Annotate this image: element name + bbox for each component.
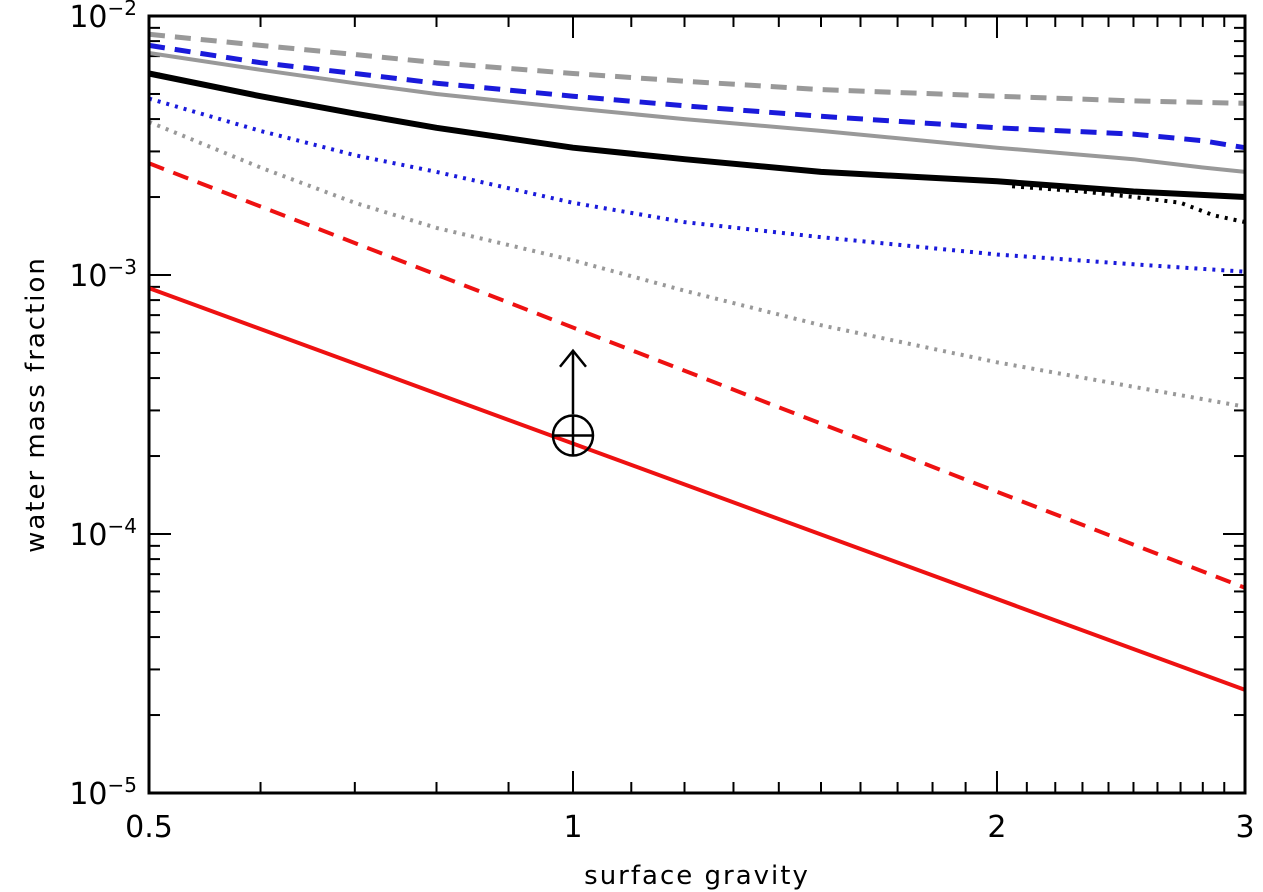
y-axis-title: water mass fraction: [21, 256, 51, 553]
x-tick-label: 0.5: [125, 810, 173, 845]
up-arrow-icon: [559, 348, 587, 415]
tick-labels-layer: 0.5 1 2 3 10−5 10−4 10−3 10−2: [69, 0, 1254, 845]
series-line-9: [148, 286, 1246, 692]
y-tick-label: 10−4: [69, 514, 137, 553]
series-line-8: [148, 161, 1246, 590]
series-line-2: [148, 42, 1246, 151]
ticks-layer: [148, 15, 1246, 794]
x-axis-title: surface gravity: [584, 861, 810, 891]
series-line-5: [1011, 184, 1246, 225]
series-line-7: [148, 120, 1246, 409]
series-line-6: [148, 96, 1246, 274]
x-tick-label: 3: [1235, 810, 1254, 845]
x-tick-label: 2: [987, 810, 1006, 845]
y-tick-label: 10−3: [69, 255, 137, 294]
x-tick-label: 1: [563, 810, 582, 845]
y-tick-label: 10−2: [69, 0, 137, 35]
annotation-layer: [551, 348, 595, 457]
series-line-1: [148, 31, 1246, 106]
plot-frame: [147, 14, 1247, 795]
earth-symbol-icon: [551, 414, 595, 457]
y-tick-label: 10−5: [69, 773, 137, 812]
series-line-4: [148, 70, 1246, 200]
series-layer: [148, 31, 1246, 692]
series-line-3: [148, 51, 1246, 174]
